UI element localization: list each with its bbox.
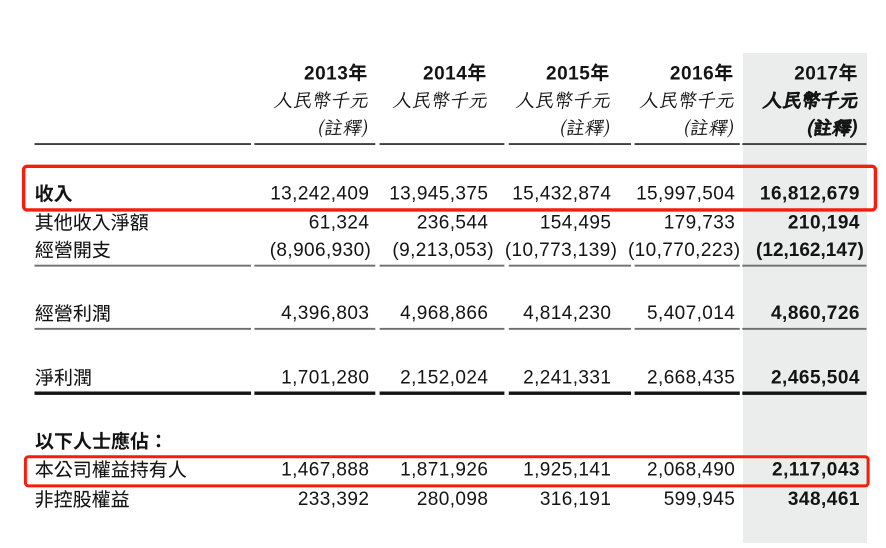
svg-text:2,152,024: 2,152,024 <box>400 367 488 388</box>
svg-text:13,242,409: 13,242,409 <box>270 183 369 204</box>
svg-text:210,194: 210,194 <box>788 212 860 233</box>
svg-text:(8,906,930): (8,906,930) <box>270 240 372 261</box>
svg-text:4,860,726: 4,860,726 <box>771 303 860 324</box>
svg-text:2015: 2015 <box>546 64 590 85</box>
svg-text:316,191: 316,191 <box>540 489 611 510</box>
svg-text:2,117,043: 2,117,043 <box>772 459 860 480</box>
svg-text:(9,213,053): (9,213,053) <box>392 240 494 261</box>
svg-text:1,871,926: 1,871,926 <box>400 459 488 480</box>
svg-text:2,241,331: 2,241,331 <box>523 367 611 388</box>
svg-text:2017: 2017 <box>794 64 838 85</box>
svg-text:4,814,230: 4,814,230 <box>523 303 611 324</box>
svg-text:4,968,866: 4,968,866 <box>400 303 488 324</box>
svg-text:15,432,874: 15,432,874 <box>512 183 611 204</box>
svg-text:1,467,888: 1,467,888 <box>281 459 369 480</box>
svg-text:179,733: 179,733 <box>664 212 735 233</box>
svg-text:233,392: 233,392 <box>298 489 369 510</box>
svg-text:(10,773,139): (10,773,139) <box>505 240 618 261</box>
svg-text:1,701,280: 1,701,280 <box>281 367 369 388</box>
svg-text:16,812,679: 16,812,679 <box>760 183 860 204</box>
svg-text:154,495: 154,495 <box>540 212 611 233</box>
svg-text:13,945,375: 13,945,375 <box>389 183 488 204</box>
svg-text:5,407,014: 5,407,014 <box>647 303 735 324</box>
svg-text:599,945: 599,945 <box>664 489 735 510</box>
svg-text:15,997,504: 15,997,504 <box>636 183 735 204</box>
svg-text:348,461: 348,461 <box>788 489 860 510</box>
svg-text:2014: 2014 <box>423 64 467 85</box>
svg-text:(10,770,223): (10,770,223) <box>628 240 741 261</box>
svg-text:2016: 2016 <box>670 64 714 85</box>
svg-text:4,396,803: 4,396,803 <box>281 303 369 324</box>
svg-text:61,324: 61,324 <box>309 212 370 233</box>
svg-text:2,465,504: 2,465,504 <box>771 367 860 388</box>
svg-text:1,925,141: 1,925,141 <box>523 459 611 480</box>
svg-text:2,068,490: 2,068,490 <box>647 459 735 480</box>
svg-text:2,668,435: 2,668,435 <box>647 367 735 388</box>
svg-text:(12,162,147): (12,162,147) <box>756 240 864 261</box>
svg-text:236,544: 236,544 <box>417 212 489 233</box>
svg-text:280,098: 280,098 <box>417 489 488 510</box>
svg-text:2013: 2013 <box>304 64 348 85</box>
